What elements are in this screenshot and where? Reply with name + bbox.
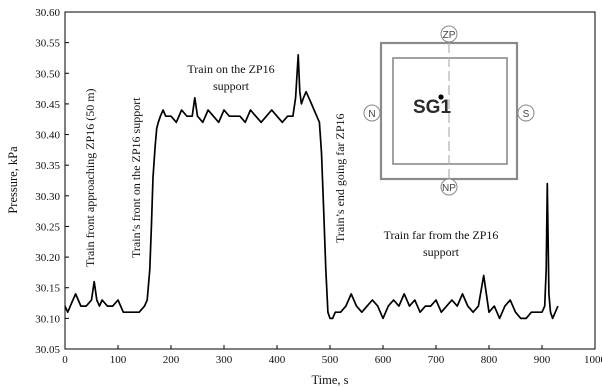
compass-n-marker xyxy=(363,104,381,122)
annotation-train-far-line2: support xyxy=(423,245,460,259)
y-tick-label: 30.05 xyxy=(35,344,60,356)
compass-s-label: S xyxy=(523,109,530,120)
y-tick-label: 30.10 xyxy=(35,313,60,325)
x-tick-label: 200 xyxy=(163,354,180,366)
x-tick-label: 500 xyxy=(322,354,339,366)
y-tick-label: 30.35 xyxy=(35,160,60,172)
compass-n-label: N xyxy=(368,109,375,120)
annotation-train-front-on-support: Train’s front on the ZP16 support xyxy=(129,97,143,258)
y-tick-label: 30.55 xyxy=(35,38,60,50)
y-tick-label: 30.25 xyxy=(35,221,60,233)
y-axis-title: Pressure, kPa xyxy=(6,146,20,214)
axis-tick-labels: 0 100 200 300 400 500 600 700 800 900 1000 30.05 30.… xyxy=(35,7,602,366)
x-tick-label: 300 xyxy=(216,354,233,366)
support-inset-diagram: SG1 ZP N S NP xyxy=(363,25,535,196)
inset-inner-square xyxy=(392,57,508,165)
sensor-point xyxy=(438,94,444,100)
x-tick-label: 1000 xyxy=(584,354,602,366)
annotation-train-end-going-far: Train’s end going far ZP16 xyxy=(333,113,347,243)
axis-ticks xyxy=(64,11,596,350)
annotation-train-approaching: Train front approaching ZP16 (50 m) xyxy=(83,88,97,267)
sensor-label: SG1 xyxy=(413,97,451,118)
y-tick-label: 30.20 xyxy=(35,252,60,264)
x-tick-label: 800 xyxy=(481,354,498,366)
compass-np-marker xyxy=(440,178,458,196)
x-tick-label: 700 xyxy=(428,354,445,366)
compass-zp-label: ZP xyxy=(443,30,456,41)
x-axis-title: Time, s xyxy=(311,373,348,387)
y-tick-label: 30.50 xyxy=(35,68,60,80)
annotation-train-on-support-line1: Train on the ZP16 xyxy=(187,62,274,76)
x-tick-label: 400 xyxy=(269,354,286,366)
y-tick-label: 30.60 xyxy=(35,7,60,19)
x-tick-label: 100 xyxy=(110,354,127,366)
series-line xyxy=(64,54,559,320)
compass-np-label: NP xyxy=(442,183,456,194)
x-tick-label: 900 xyxy=(534,354,551,366)
y-tick-label: 30.45 xyxy=(35,99,60,111)
x-tick-label: 0 xyxy=(62,354,68,366)
y-tick-label: 30.40 xyxy=(35,130,60,142)
compass-zp-marker xyxy=(440,25,458,43)
y-tick-label: 30.15 xyxy=(35,283,60,295)
annotation-train-far-line1: Train far from the ZP16 xyxy=(384,228,499,242)
y-tick-label: 30.30 xyxy=(35,191,60,203)
x-tick-label: 600 xyxy=(375,354,392,366)
compass-s-marker xyxy=(517,104,535,122)
annotation-train-on-support-line2: support xyxy=(213,79,250,93)
